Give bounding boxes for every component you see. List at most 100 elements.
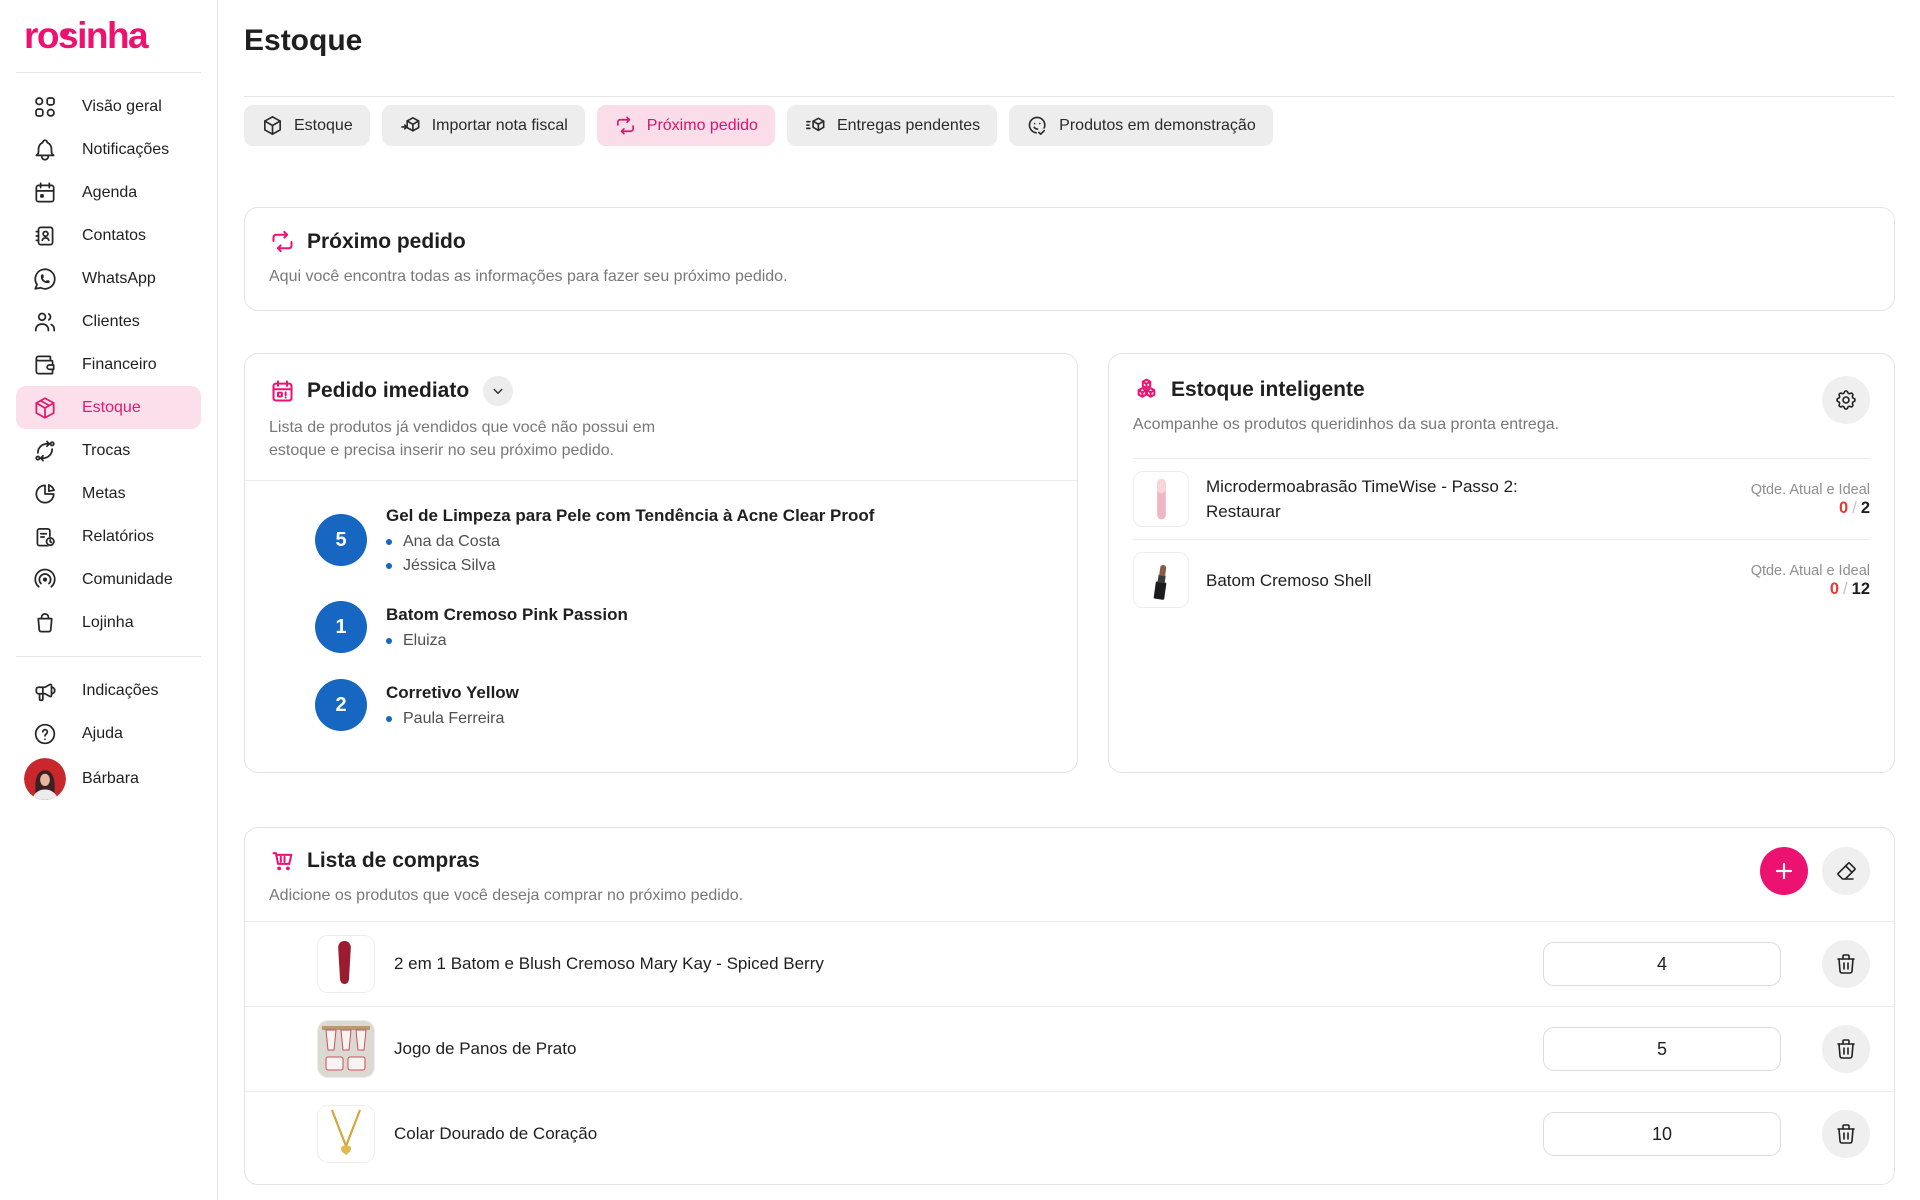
sidebar-item-user[interactable]: Bárbara [16,755,201,803]
product-name: 2 em 1 Batom e Blush Cremoso Mary Kay - … [394,954,824,973]
sidebar-item-label: Lojinha [82,613,134,631]
sidebar-item-clientes[interactable]: Clientes [16,300,201,343]
cubes-icon [1137,378,1156,398]
product-name: Microdermoabrasão TimeWise - Passo 2: Re… [1206,477,1518,521]
card-divider [245,480,1077,481]
sidebar-item-label: Trocas [82,441,131,459]
customer-row: Jéssica Silva [386,557,874,575]
quantity-badge: 1 [315,601,367,653]
shopping-list-actions [1760,847,1870,895]
product-name: Colar Dourado de Coração [394,1124,598,1143]
sidebar-item-contatos[interactable]: Contatos [16,214,201,257]
sidebar-item-whatsapp[interactable]: WhatsApp [16,257,201,300]
customer-name: Eluiza [403,632,447,649]
sidebar-item-estoque[interactable]: Estoque [16,386,201,429]
quantity-block: Qtde. Atual e Ideal 0/2 [1751,481,1870,518]
quantity-input[interactable] [1543,1112,1781,1156]
tab-label: Produtos em demonstração [1059,116,1256,134]
sidebar-item-relatorios[interactable]: Relatórios [16,515,201,558]
product-image [1133,471,1189,527]
sidebar: rosinha ♥ Visão geral Notificações Agenda… [0,0,218,1200]
users-icon [34,312,56,332]
card-description: Acompanhe os produtos queridinhos da sua… [1133,416,1560,433]
repeat-icon [272,230,293,253]
delete-item-button[interactable] [1822,1110,1870,1158]
wallet-icon [35,354,55,375]
pending-deliveries-icon [806,117,825,132]
sidebar-item-ajuda[interactable]: Ajuda [16,712,201,755]
current-quantity: 0 [1839,498,1849,517]
lista-de-compras-card: Lista de compras Adicione os produtos qu… [244,827,1895,1185]
avatar [24,758,66,800]
sidebar-item-label: WhatsApp [82,269,156,287]
list-item: 5 Gel de Limpeza para Pele com Tendência… [315,505,1053,575]
bullet-dot [386,563,392,569]
sidebar-item-label: Estoque [82,398,141,416]
broadcast-icon [34,568,56,588]
tab-estoque[interactable]: Estoque [244,105,370,146]
chevron-down-icon [493,388,503,394]
repeat-icon [616,116,634,135]
sidebar-item-comunidade[interactable]: Comunidade [16,558,201,601]
collapse-button[interactable] [483,376,514,406]
sidebar-item-label: Ajuda [82,724,123,742]
table-row: Colar Dourado de Coração [245,1091,1894,1176]
estoque-inteligente-card: Estoque inteligente Acompanhe os produto… [1108,353,1895,773]
address-book-icon [35,225,54,246]
sidebar-item-financeiro[interactable]: Financeiro [16,343,201,386]
trash-icon [1837,954,1855,974]
clear-list-button[interactable] [1822,847,1870,895]
card-title: Lista de compras [307,848,480,872]
settings-button[interactable] [1822,376,1870,424]
sidebar-item-agenda[interactable]: Agenda [16,171,201,214]
tab-proximo-pedido[interactable]: Próximo pedido [596,105,775,146]
tab-label: Estoque [294,116,353,134]
brand-logo: rosinha ♥ [24,15,149,56]
sidebar-item-label: Contatos [82,226,147,244]
product-image [317,935,375,993]
sidebar-item-label: Clientes [82,312,140,330]
list-item: 2 Corretivo Yellow Paula Ferreira [315,679,1053,731]
sidebar-item-notificacoes[interactable]: Notificações [16,128,201,171]
tab-importar-nota-fiscal[interactable]: Importar nota fiscal [381,105,585,146]
shopping-list: 2 em 1 Batom e Blush Cremoso Mary Kay - … [245,921,1894,1176]
sidebar-item-visao-geral[interactable]: Visão geral [16,85,201,128]
customer-row: Ana da Costa [386,533,874,551]
tab-entregas-pendentes[interactable]: Entregas pendentes [786,105,998,146]
sidebar-nav: Visão geral Notificações Agenda Contatos… [0,83,217,646]
delete-item-button[interactable] [1822,1025,1870,1073]
add-product-button[interactable] [1760,847,1808,895]
calendar-icon [35,181,55,203]
sidebar-item-label: Financeiro [82,355,157,373]
ideal-quantity: 12 [1851,579,1870,598]
ideal-quantity: 2 [1860,498,1870,517]
quantity-input[interactable] [1543,942,1781,986]
sidebar-divider [16,656,201,657]
whatsapp-icon [34,267,56,290]
plus-icon [1775,862,1793,880]
package-icon [35,396,55,419]
product-name: Gel de Limpeza para Pele com Tendência à… [386,506,875,525]
proximo-pedido-card: Próximo pedido Aqui você encontra todas … [244,207,1895,311]
sidebar-item-indicacoes[interactable]: Indicações [16,669,201,712]
main-content: Estoque Estoque Importar nota fiscal Pró… [218,0,1920,1200]
trash-icon [1837,1124,1855,1144]
customer-name: Ana da Costa [403,533,500,550]
sidebar-item-trocas[interactable]: Trocas [16,429,201,472]
delete-item-button[interactable] [1822,940,1870,988]
tab-produtos-em-demonstracao[interactable]: Produtos em demonstração [1009,105,1273,146]
bullet-dot [386,638,392,644]
sidebar-item-metas[interactable]: Metas [16,472,201,515]
card-description: Lista de produtos já vendidos que você n… [269,419,656,459]
product-name: Batom Cremoso Pink Passion [386,605,628,624]
sidebar-item-lojinha[interactable]: Lojinha [16,601,201,644]
megaphone-icon [35,683,56,701]
product-image [317,1105,375,1163]
current-quantity: 0 [1829,579,1840,598]
quantity-block: Qtde. Atual e Ideal 0/12 [1751,562,1870,599]
sidebar-divider [16,72,201,73]
report-icon [36,527,55,547]
quantity-input[interactable] [1543,1027,1781,1071]
immediate-order-list: 5 Gel de Limpeza para Pele com Tendência… [315,505,1053,731]
